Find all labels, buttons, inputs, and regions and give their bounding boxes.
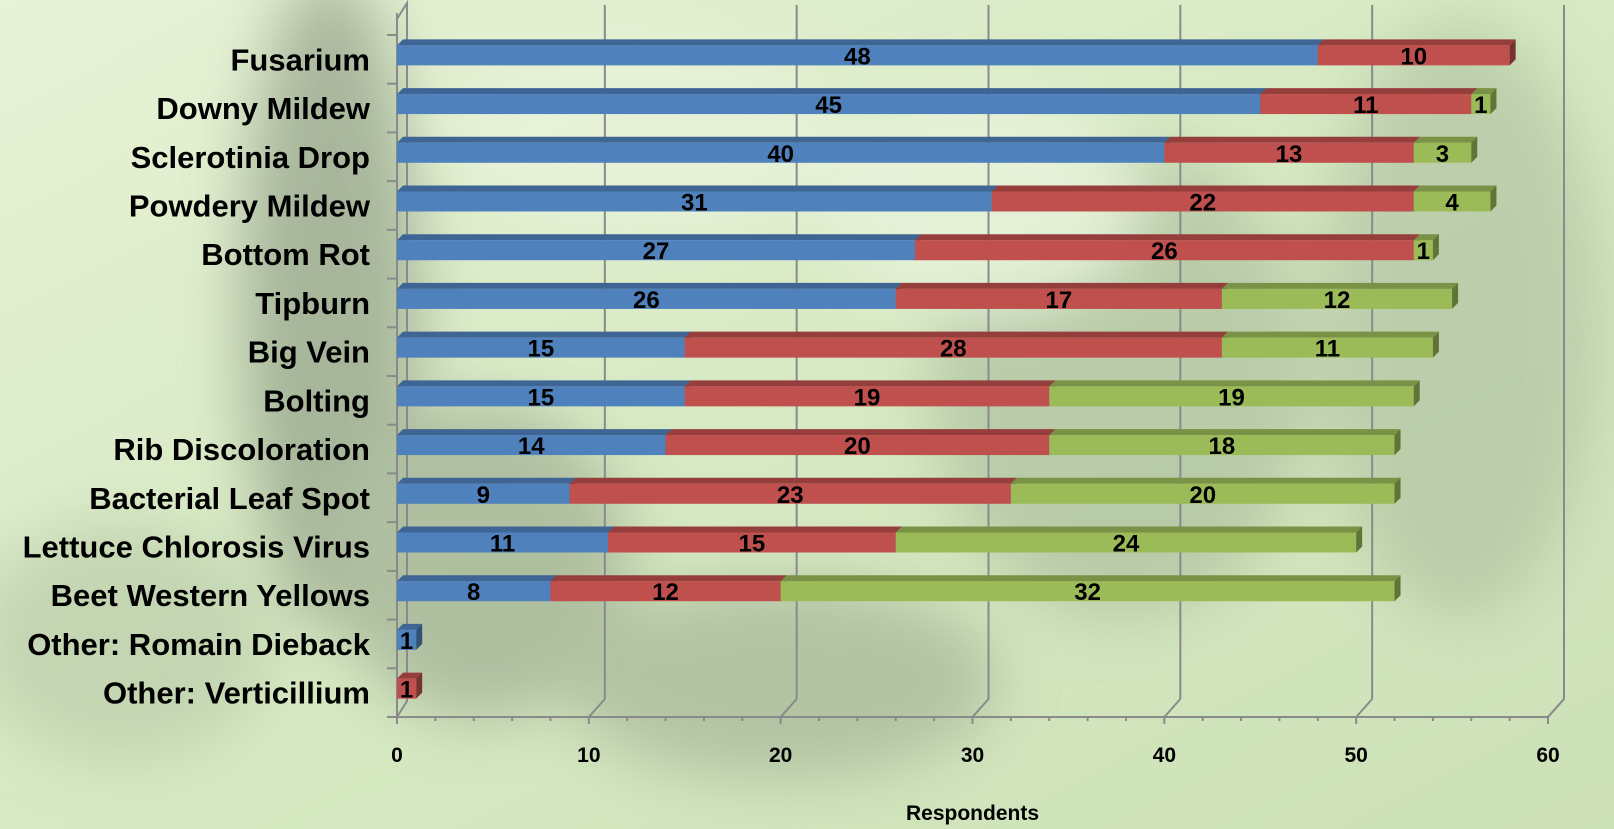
bar-downy-mildew-series-3 <box>1471 88 1497 115</box>
data-label-bacterial-leaf-spot-series-3: 20 <box>1189 482 1216 509</box>
category-label-bacterial-leaf-spot: Bacterial Leaf Spot <box>89 481 370 516</box>
data-label-sclerotinia-drop-series-2: 13 <box>1276 141 1303 168</box>
x-tick-label-20: 20 <box>769 744 792 767</box>
x-tick-label-40: 40 <box>1153 744 1176 767</box>
data-label-sclerotinia-drop-series-1: 40 <box>767 141 794 168</box>
data-label-rib-discoloration-series-2: 20 <box>844 433 871 460</box>
category-label-other-romain-dieback: Other: Romain Dieback <box>27 627 371 662</box>
data-label-big-vein-series-1: 15 <box>528 336 555 363</box>
data-label-fusarium-series-2: 10 <box>1400 43 1427 70</box>
bar-lettuce-chlorosis-virus-series-2 <box>608 526 902 553</box>
bar-big-vein-series-2 <box>684 331 1228 358</box>
data-label-downy-mildew-series-2: 11 <box>1353 92 1378 119</box>
data-label-beet-western-yellows-series-1: 8 <box>467 579 480 606</box>
category-label-big-vein: Big Vein <box>248 335 370 370</box>
category-label-powdery-mildew: Powdery Mildew <box>129 189 371 224</box>
data-label-bottom-rot-series-3: 1 <box>1417 238 1430 265</box>
bars <box>397 39 1516 699</box>
data-label-bottom-rot-series-1: 27 <box>643 238 670 265</box>
category-label-bolting: Bolting <box>263 383 370 418</box>
data-label-tipburn-series-3: 12 <box>1324 287 1351 314</box>
data-label-tipburn-series-2: 17 <box>1045 287 1072 314</box>
data-label-bolting-series-2: 19 <box>854 384 881 411</box>
data-label-bolting-series-1: 15 <box>528 384 555 411</box>
category-label-other-verticillium: Other: Verticillium <box>103 676 370 711</box>
data-label-big-vein-series-3: 11 <box>1315 336 1340 363</box>
bar-powdery-mildew-series-2 <box>991 185 1420 212</box>
data-label-beet-western-yellows-series-2: 12 <box>652 579 679 606</box>
bar-fusarium-series-2 <box>1317 39 1516 66</box>
floor-edge <box>1547 698 1565 718</box>
category-label-fusarium: Fusarium <box>230 42 370 77</box>
gridline-60 <box>1547 5 1565 718</box>
data-label-big-vein-series-2: 28 <box>940 336 967 363</box>
data-label-downy-mildew-series-1: 45 <box>815 92 842 119</box>
x-tick-label-50: 50 <box>1344 744 1367 767</box>
category-label-rib-discoloration: Rib Discoloration <box>113 432 370 467</box>
data-label-beet-western-yellows-series-3: 32 <box>1074 579 1101 606</box>
bar-bolting-series-3 <box>1049 380 1420 407</box>
category-label-tipburn: Tipburn <box>255 286 370 321</box>
bar-powdery-mildew-series-3 <box>1413 185 1497 212</box>
x-tick-label-10: 10 <box>577 744 600 767</box>
data-label-powdery-mildew-series-2: 22 <box>1189 190 1216 217</box>
data-label-bacterial-leaf-spot-series-1: 9 <box>477 482 490 509</box>
x-tick-label-60: 60 <box>1536 744 1559 767</box>
bar-big-vein-series-3 <box>1221 331 1439 358</box>
data-label-rib-discoloration-series-1: 14 <box>518 433 545 460</box>
data-label-bolting-series-3: 19 <box>1218 384 1245 411</box>
bar-bacterial-leaf-spot-series-3 <box>1010 477 1401 504</box>
bar-downy-mildew-series-2 <box>1260 88 1478 115</box>
data-label-bottom-rot-series-2: 26 <box>1151 238 1178 265</box>
data-label-rib-discoloration-series-3: 18 <box>1209 433 1236 460</box>
bar-other-verticillium-series-2 <box>397 672 423 699</box>
x-tick-label-30: 30 <box>961 744 984 767</box>
bar-bottom-rot-series-3 <box>1413 234 1439 261</box>
bar-tipburn-series-1 <box>397 282 902 309</box>
bar-tipburn-series-3 <box>1221 282 1459 309</box>
bar-downy-mildew-series-1 <box>397 88 1267 115</box>
bar-other-romain-dieback-series-1 <box>397 623 423 650</box>
data-label-bacterial-leaf-spot-series-2: 23 <box>777 482 804 509</box>
data-label-other-romain-dieback-series-1: 1 <box>400 628 413 655</box>
category-label-beet-western-yellows: Beet Western Yellows <box>51 578 370 613</box>
category-label-sclerotinia-drop: Sclerotinia Drop <box>131 140 370 175</box>
bar-fusarium-series-1 <box>397 39 1324 66</box>
data-label-lettuce-chlorosis-virus-series-3: 24 <box>1113 531 1140 558</box>
data-label-other-verticillium-series-2: 1 <box>400 677 413 704</box>
x-tick-label-0: 0 <box>391 744 403 767</box>
bar-rib-discoloration-series-2 <box>665 429 1056 456</box>
bar-lettuce-chlorosis-virus-series-3 <box>895 526 1363 553</box>
category-label-downy-mildew: Downy Mildew <box>156 91 370 126</box>
category-label-bottom-rot: Bottom Rot <box>201 237 370 272</box>
bar-rib-discoloration-series-3 <box>1049 429 1401 456</box>
bar-tipburn-series-2 <box>895 282 1228 309</box>
data-label-lettuce-chlorosis-virus-series-1: 11 <box>490 531 515 558</box>
x-axis-title: Respondents <box>906 802 1039 825</box>
bar-sclerotinia-drop-series-1 <box>397 136 1171 163</box>
bar-beet-western-yellows-series-3 <box>780 575 1401 602</box>
data-label-downy-mildew-series-3: 1 <box>1474 92 1487 119</box>
data-label-tipburn-series-1: 26 <box>633 287 660 314</box>
data-label-sclerotinia-drop-series-3: 3 <box>1436 141 1449 168</box>
bar-sclerotinia-drop-series-3 <box>1413 136 1478 163</box>
data-label-powdery-mildew-series-1: 31 <box>681 190 708 217</box>
data-label-fusarium-series-1: 48 <box>844 43 871 70</box>
bar-bacterial-leaf-spot-series-2 <box>569 477 1017 504</box>
category-label-lettuce-chlorosis-virus: Lettuce Chlorosis Virus <box>23 530 370 565</box>
data-label-powdery-mildew-series-3: 4 <box>1445 190 1459 217</box>
data-label-lettuce-chlorosis-virus-series-2: 15 <box>739 531 766 558</box>
